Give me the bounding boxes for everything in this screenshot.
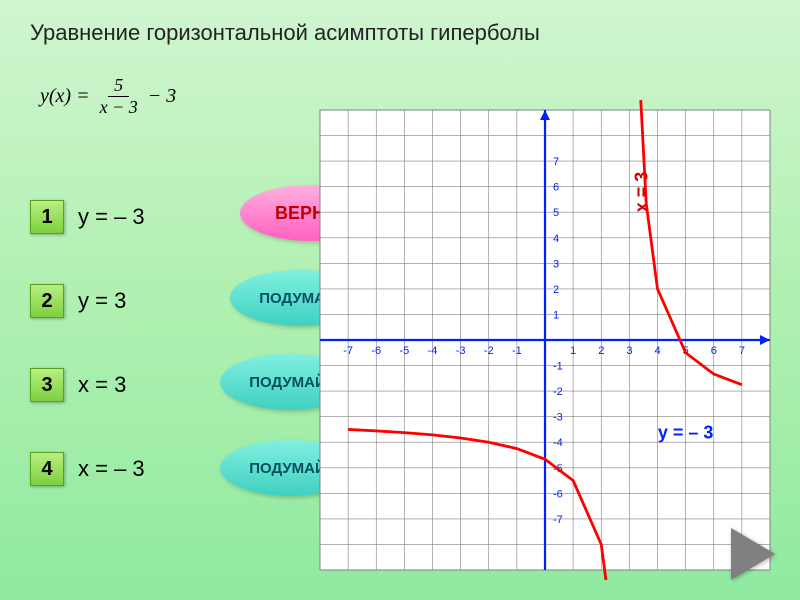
- svg-text:-6: -6: [371, 345, 381, 357]
- svg-text:1: 1: [553, 309, 559, 321]
- answer-button-1[interactable]: 1: [30, 200, 64, 234]
- equation-tail: − 3: [148, 85, 177, 108]
- svg-text:1: 1: [570, 345, 576, 357]
- svg-text:3: 3: [553, 258, 559, 270]
- svg-text:2: 2: [553, 284, 559, 296]
- svg-text:5: 5: [553, 207, 559, 219]
- answer-button-2[interactable]: 2: [30, 284, 64, 318]
- answer-button-3[interactable]: 3: [30, 368, 64, 402]
- equation-lhs: y(x) =: [40, 85, 90, 108]
- svg-text:4: 4: [553, 233, 559, 245]
- equation-numerator: 5: [108, 75, 129, 97]
- equation-fraction: 5 x − 3: [94, 75, 144, 118]
- svg-text:7: 7: [553, 156, 559, 168]
- answer-text-3: х = 3: [78, 372, 126, 398]
- answer-text-2: у = 3: [78, 288, 126, 314]
- svg-text:-2: -2: [553, 386, 563, 398]
- equation-denominator: x − 3: [94, 97, 144, 118]
- equation: y(x) = 5 x − 3 − 3: [40, 75, 176, 118]
- svg-text:-7: -7: [343, 345, 353, 357]
- svg-text:-4: -4: [553, 437, 563, 449]
- svg-text:-7: -7: [553, 514, 563, 526]
- answer-button-4[interactable]: 4: [30, 452, 64, 486]
- svg-text:6: 6: [711, 345, 717, 357]
- svg-text:-3: -3: [553, 412, 563, 424]
- svg-text:-6: -6: [553, 488, 563, 500]
- svg-text:-2: -2: [484, 345, 494, 357]
- answer-row: 4 х = – 3: [30, 452, 145, 486]
- svg-text:-4: -4: [428, 345, 438, 357]
- svg-text:-5: -5: [399, 345, 409, 357]
- answer-text-4: х = – 3: [78, 456, 145, 482]
- svg-text:6: 6: [553, 182, 559, 194]
- answer-row: 3 х = 3: [30, 368, 145, 402]
- svg-text:7: 7: [739, 345, 745, 357]
- page-title: Уравнение горизонтальной асимптоты гипер…: [30, 20, 540, 46]
- next-button[interactable]: [731, 528, 775, 580]
- svg-text:у = – 3: у = – 3: [658, 423, 714, 443]
- svg-text:-1: -1: [553, 361, 563, 373]
- svg-text:2: 2: [598, 345, 604, 357]
- svg-text:3: 3: [626, 345, 632, 357]
- answer-row: 1 у = – 3: [30, 200, 145, 234]
- svg-text:-3: -3: [456, 345, 466, 357]
- answer-text-1: у = – 3: [78, 204, 145, 230]
- svg-text:4: 4: [654, 345, 660, 357]
- answer-list: 1 у = – 3 2 у = 3 3 х = 3 4 х = – 3: [30, 200, 145, 486]
- svg-text:-1: -1: [512, 345, 522, 357]
- answer-row: 2 у = 3: [30, 284, 145, 318]
- hyperbola-chart: -7-6-5-4-3-2-11234567-7-6-5-4-3-2-112345…: [310, 100, 780, 580]
- svg-text:х = 3: х = 3: [631, 172, 651, 213]
